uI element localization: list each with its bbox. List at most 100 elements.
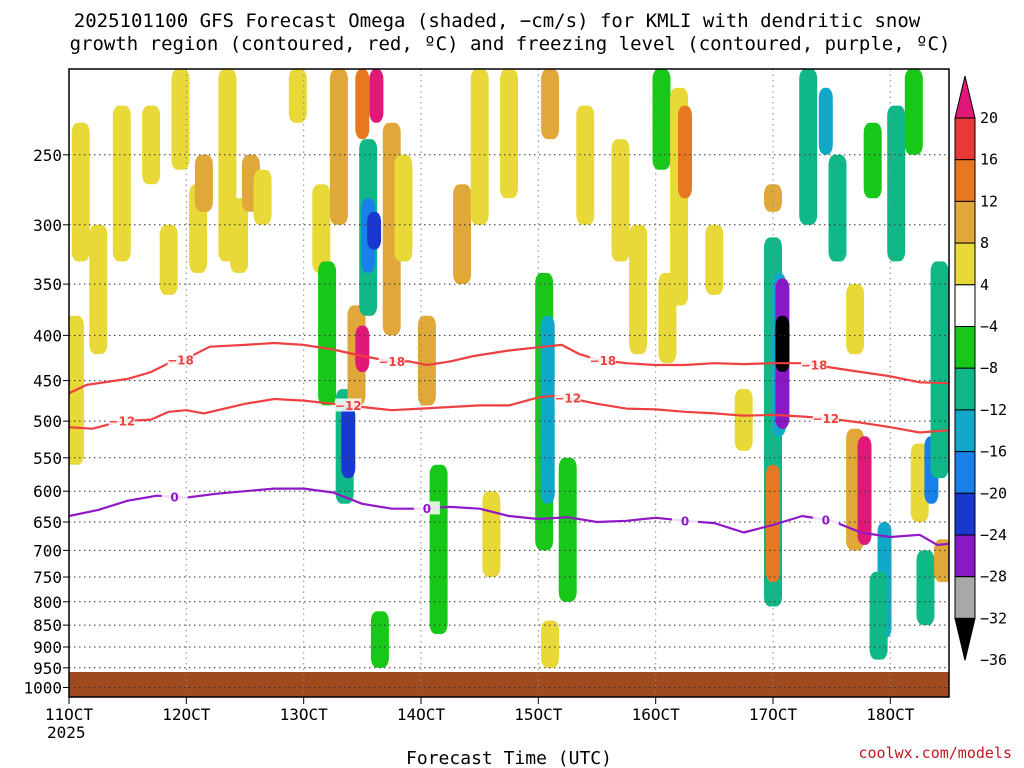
y-tick-label: 250 — [33, 146, 62, 165]
y-tick-label: 700 — [33, 541, 62, 560]
omega-shade-cell — [341, 405, 356, 479]
omega-shade-cell — [329, 69, 348, 225]
omega-shade-cell — [369, 69, 384, 123]
colorbar-label: −28 — [980, 568, 1007, 586]
y-tick-label: 800 — [33, 593, 62, 612]
y-tick-label: 300 — [33, 216, 62, 235]
colorbar-swatch — [954, 326, 976, 369]
x-tick-label: 16OCT — [632, 705, 681, 724]
y-tick-label: 350 — [33, 275, 62, 294]
colorbar-label: 8 — [980, 234, 989, 252]
y-tick-label: 850 — [33, 616, 62, 635]
chart-title-line-2: growth region (contoured, red, ºC) and f… — [70, 33, 951, 55]
colorbar-label: 12 — [980, 192, 998, 210]
contour-label: 0 — [822, 513, 830, 527]
omega-shade-cell — [367, 211, 382, 250]
colorbar-label: −20 — [980, 484, 1007, 502]
contour-label: −18 — [378, 355, 405, 369]
omega-shade-cell — [453, 184, 472, 284]
y-tick-label: 650 — [33, 513, 62, 532]
contour-label-bg — [589, 353, 616, 367]
colorbar-swatch — [954, 534, 976, 578]
omega-shade-cell — [482, 491, 501, 577]
omega-shade-cell — [658, 272, 677, 364]
credit-text: coolwx.com/models — [858, 744, 1012, 762]
y-tick-label: 400 — [33, 326, 62, 345]
omega-shade-cell — [500, 69, 518, 199]
omega-shade-cell — [869, 571, 888, 660]
x-tick-label: 17OCT — [749, 705, 798, 724]
contour-label: 0 — [423, 502, 431, 516]
contour-label: −12 — [108, 415, 135, 429]
y-tick-label: 600 — [33, 482, 62, 501]
y-tick-label: 950 — [33, 659, 62, 678]
omega-shade-cell — [288, 69, 307, 123]
contour-label-bg — [672, 513, 698, 527]
omega-shade-cell — [629, 224, 648, 355]
contour-label-bg — [161, 489, 188, 503]
omega-shade-cell — [171, 69, 190, 170]
omega-shade-cell — [930, 261, 949, 479]
omega-shade-cell — [828, 154, 847, 262]
colorbar-top-arrow — [954, 75, 976, 119]
omega-shade-cell — [417, 315, 436, 406]
contour-label: −18 — [801, 359, 828, 373]
omega-shade-cell — [541, 69, 560, 140]
omega-shade-cell — [863, 122, 882, 199]
contour-label: −18 — [590, 354, 617, 368]
colorbar-label: 20 — [980, 109, 998, 127]
colorbar-swatch — [954, 200, 976, 244]
colorbar-swatch — [954, 159, 976, 202]
omega-shade-cell — [576, 105, 595, 225]
omega-shade-cell — [230, 198, 249, 273]
contour-label-bg — [812, 411, 839, 425]
y-tick-label: 450 — [33, 372, 62, 391]
colorbar-swatch — [954, 576, 976, 619]
omega-shade-cell — [775, 315, 790, 372]
omega-shade-cell — [194, 154, 213, 212]
colorbar-bottom-arrow — [954, 617, 976, 661]
terrain-ground-band — [69, 672, 949, 697]
omega-shade-cell — [652, 69, 671, 170]
contour-label: −18 — [167, 354, 194, 368]
x-tick-label: 14OCT — [397, 705, 446, 724]
colorbar: 20 16 12 8 4 −4 −8 −12 −16 −20 −24 −28 −32 −36 — [954, 75, 1007, 669]
colorbar-label: 4 — [980, 276, 989, 294]
omega-shade-cell — [253, 169, 272, 225]
omega-shade-cell — [910, 443, 929, 522]
x-tick-label: 15OCT — [514, 705, 563, 724]
contour-label-bg — [413, 501, 440, 515]
y-tick-label: 750 — [33, 568, 62, 587]
omega-shade-cell — [766, 464, 780, 583]
colorbar-label: −12 — [980, 401, 1007, 419]
colorbar-label: −16 — [980, 443, 1007, 461]
omega-shading-layer — [69, 69, 949, 668]
contour-label-bg — [812, 512, 839, 526]
omega-shade-cell — [470, 69, 489, 225]
colorbar-label: 16 — [980, 151, 998, 169]
contour-label: −12 — [554, 391, 581, 405]
y-tick-label: 500 — [33, 412, 62, 431]
omega-shade-cell — [112, 105, 131, 262]
y-tick-label: 1000 — [23, 679, 62, 698]
omega-shade-cell — [318, 261, 337, 406]
contour-label-bg — [378, 354, 405, 368]
y-axis: 250 300 350 400 450 500 550 600 650 700 750 800 850 9… — [23, 146, 69, 698]
contour-label: 0 — [681, 514, 689, 528]
omega-shade-cell — [705, 224, 724, 295]
omega-shade-cell — [540, 315, 555, 504]
omega-shade-cell — [887, 105, 906, 262]
omega-shade-cell — [818, 87, 833, 155]
omega-shade-cell — [916, 550, 935, 625]
omega-shade-cell — [370, 611, 389, 668]
contour-label: −12 — [812, 412, 839, 426]
y-tick-label: 550 — [33, 449, 62, 468]
contour-label-bg — [167, 353, 194, 367]
x-tick-label: 18OCT — [866, 705, 915, 724]
colorbar-swatch — [954, 492, 976, 536]
colorbar-swatch — [954, 284, 976, 327]
omega-shade-cell — [159, 224, 178, 295]
omega-shade-cell — [558, 457, 577, 602]
colorbar-swatch — [954, 242, 976, 286]
contour-label-bg — [554, 390, 581, 404]
